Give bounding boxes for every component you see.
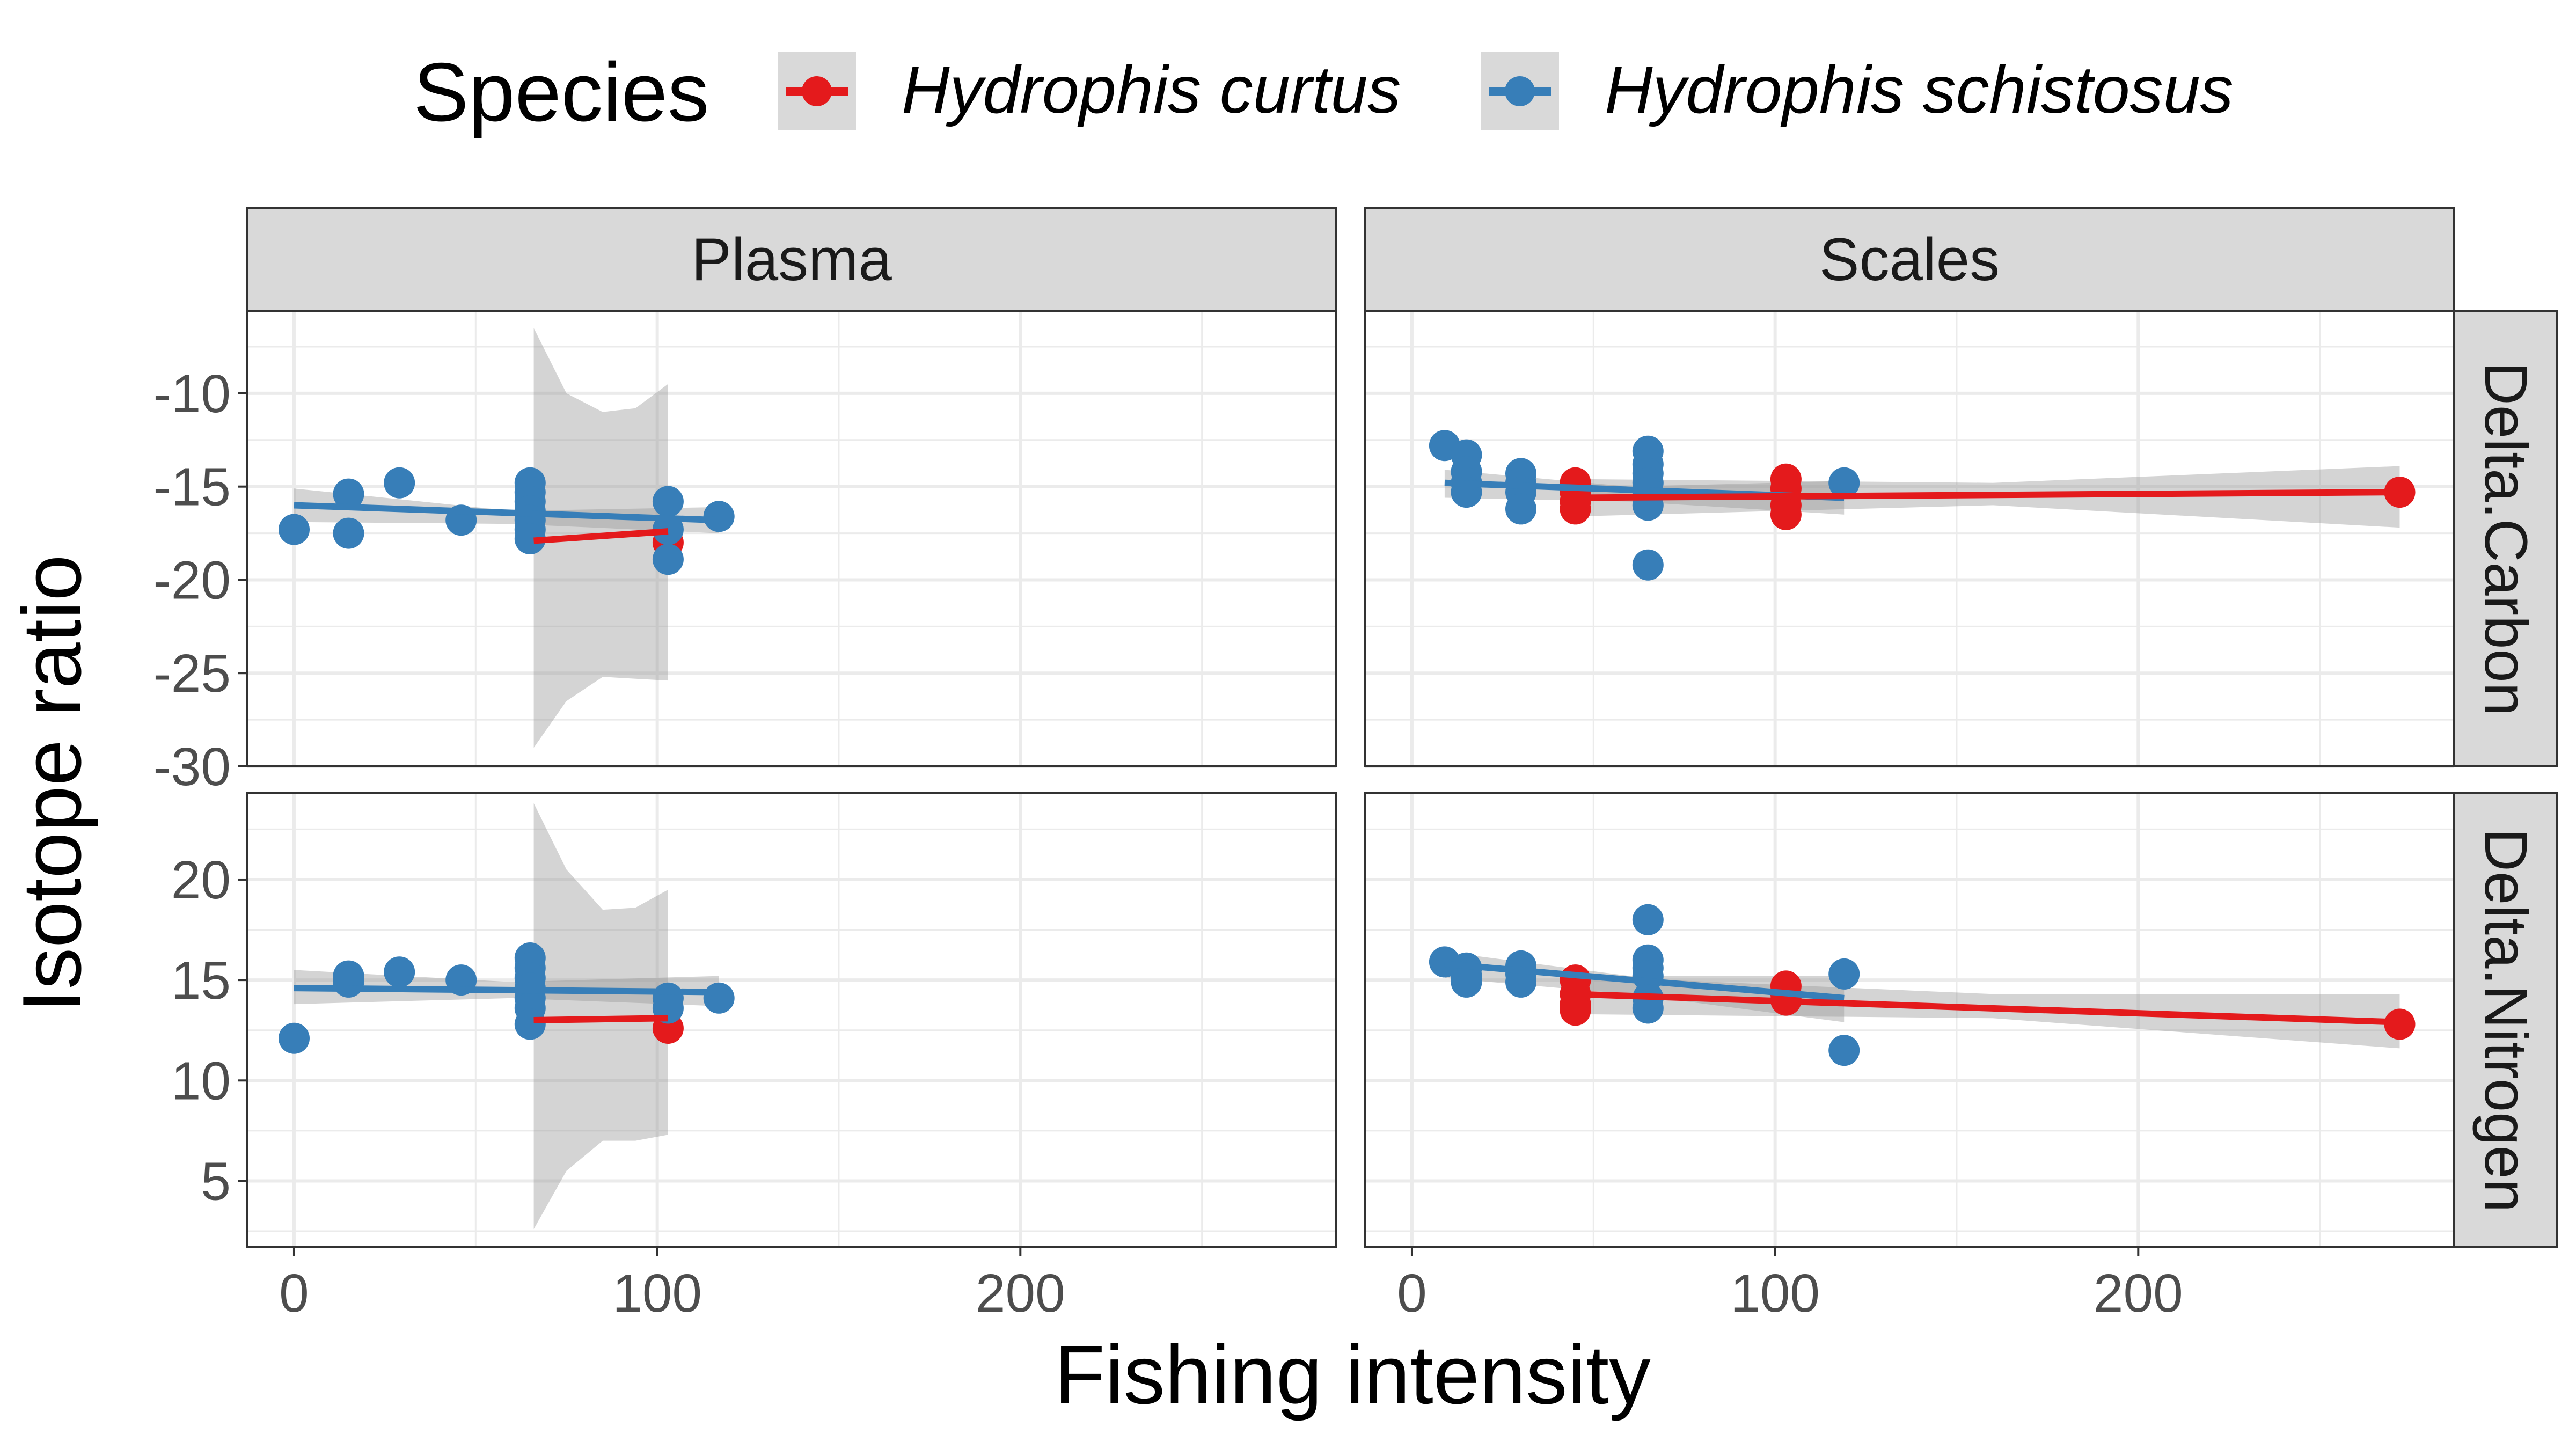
legend-label-schistosus: Hydrophis schistosus bbox=[1605, 53, 2234, 127]
legend-key-schistosus bbox=[1481, 52, 1559, 130]
data-point-schistosus bbox=[1828, 467, 1860, 499]
x-tick-label: 100 bbox=[612, 1263, 702, 1323]
panel-data bbox=[279, 803, 735, 1230]
x-tick-label: 0 bbox=[279, 1263, 309, 1323]
panel-data bbox=[279, 328, 735, 748]
legend-title: Species bbox=[413, 46, 709, 138]
panel-data bbox=[1429, 430, 2416, 581]
data-point-schistosus bbox=[1828, 958, 1860, 990]
fit-line-schistosus bbox=[294, 985, 719, 996]
data-point-schistosus bbox=[703, 501, 735, 532]
data-point-schistosus bbox=[333, 517, 364, 549]
data-point-schistosus bbox=[1505, 493, 1536, 525]
y-tick-label: -10 bbox=[153, 364, 231, 424]
strip-label-delta-carbon: Delta.Carbon bbox=[2472, 362, 2540, 716]
fit-line-curtus bbox=[1575, 489, 2400, 501]
data-point-schistosus bbox=[1632, 904, 1664, 935]
data-point-curtus bbox=[2384, 477, 2416, 508]
panel-data bbox=[1429, 904, 2416, 1066]
legend-key-point bbox=[1505, 76, 1535, 106]
y-tick-label: -30 bbox=[153, 737, 231, 797]
panel-scales-delta-carbon bbox=[1364, 310, 2455, 768]
data-point-curtus bbox=[1560, 994, 1591, 1026]
legend-key-curtus bbox=[778, 52, 856, 130]
fit-line-curtus bbox=[533, 1015, 669, 1023]
panel-background bbox=[247, 793, 1336, 1247]
x-tick-label: 200 bbox=[2094, 1263, 2183, 1323]
y-tick-label: 5 bbox=[201, 1151, 231, 1211]
data-point-schistosus bbox=[1451, 966, 1482, 998]
data-point-schistosus bbox=[333, 966, 364, 998]
data-point-curtus bbox=[2384, 1008, 2416, 1040]
data-point-schistosus bbox=[1632, 992, 1664, 1024]
y-tick-label: -20 bbox=[153, 550, 231, 610]
fit-line-curtus bbox=[1575, 991, 2400, 1026]
data-point-schistosus bbox=[384, 467, 415, 499]
data-point-schistosus bbox=[384, 956, 415, 988]
x-tick-label: 100 bbox=[1730, 1263, 1820, 1323]
data-point-schistosus bbox=[279, 1022, 310, 1054]
x-tick-label: 0 bbox=[1397, 1263, 1427, 1323]
data-point-schistosus bbox=[279, 514, 310, 545]
legend-key-point bbox=[802, 76, 832, 106]
x-tick-label: 200 bbox=[976, 1263, 1065, 1323]
data-point-schistosus bbox=[1632, 549, 1664, 581]
panel-scales-delta-nitrogen bbox=[1364, 792, 2455, 1248]
panel-plasma-delta-carbon bbox=[246, 310, 1337, 768]
strip-label-plasma: Plasma bbox=[691, 226, 892, 293]
strip-scales-bg bbox=[1364, 207, 2455, 312]
data-point-schistosus bbox=[652, 544, 684, 575]
data-point-schistosus bbox=[1828, 1035, 1860, 1066]
panel-background bbox=[1365, 311, 2454, 766]
panel-plasma-delta-nitrogen bbox=[246, 792, 1337, 1248]
strip-plasma-bg bbox=[246, 207, 1337, 312]
y-tick-label: 20 bbox=[171, 850, 231, 910]
fit-line-schistosus bbox=[294, 502, 719, 524]
strip-label-delta-nitrogen: Delta.Nitrogen bbox=[2472, 828, 2540, 1212]
data-point-curtus bbox=[1770, 499, 1802, 530]
legend-label-curtus: Hydrophis curtus bbox=[902, 53, 1401, 127]
panel-border bbox=[246, 792, 1337, 1248]
strip-label-scales: Scales bbox=[1819, 226, 2000, 293]
y-tick-label: -25 bbox=[153, 643, 231, 704]
y-tick-label: 15 bbox=[171, 950, 231, 1011]
data-point-schistosus bbox=[514, 523, 546, 554]
data-point-curtus bbox=[1560, 493, 1591, 525]
y-tick-label: -15 bbox=[153, 457, 231, 517]
facet-panels: Plasma Scales Delta.Carbon Delta.Nitrogen -3… bbox=[153, 207, 2558, 1323]
fit-line-curtus bbox=[533, 528, 669, 544]
x-axis-title: Fishing intensity bbox=[1054, 1328, 1651, 1421]
y-tick-label: 10 bbox=[171, 1051, 231, 1111]
data-point-schistosus bbox=[514, 1008, 546, 1040]
data-point-schistosus bbox=[703, 982, 735, 1014]
strip-delta-nitrogen-bg bbox=[2453, 792, 2558, 1248]
panel-background bbox=[247, 311, 1336, 766]
strip-delta-carbon-bg bbox=[2453, 310, 2558, 767]
fit-line-schistosus bbox=[1444, 961, 1845, 1001]
legend: Species Hydrophis curtus Hydrophis schis… bbox=[413, 46, 2234, 138]
data-point-schistosus bbox=[652, 486, 684, 517]
y-axis-title: Isotope ratio bbox=[5, 554, 98, 1012]
data-point-schistosus bbox=[333, 478, 364, 510]
